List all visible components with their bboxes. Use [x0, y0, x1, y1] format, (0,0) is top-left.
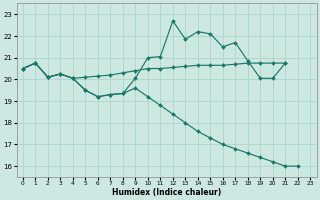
X-axis label: Humidex (Indice chaleur): Humidex (Indice chaleur) — [112, 188, 221, 197]
